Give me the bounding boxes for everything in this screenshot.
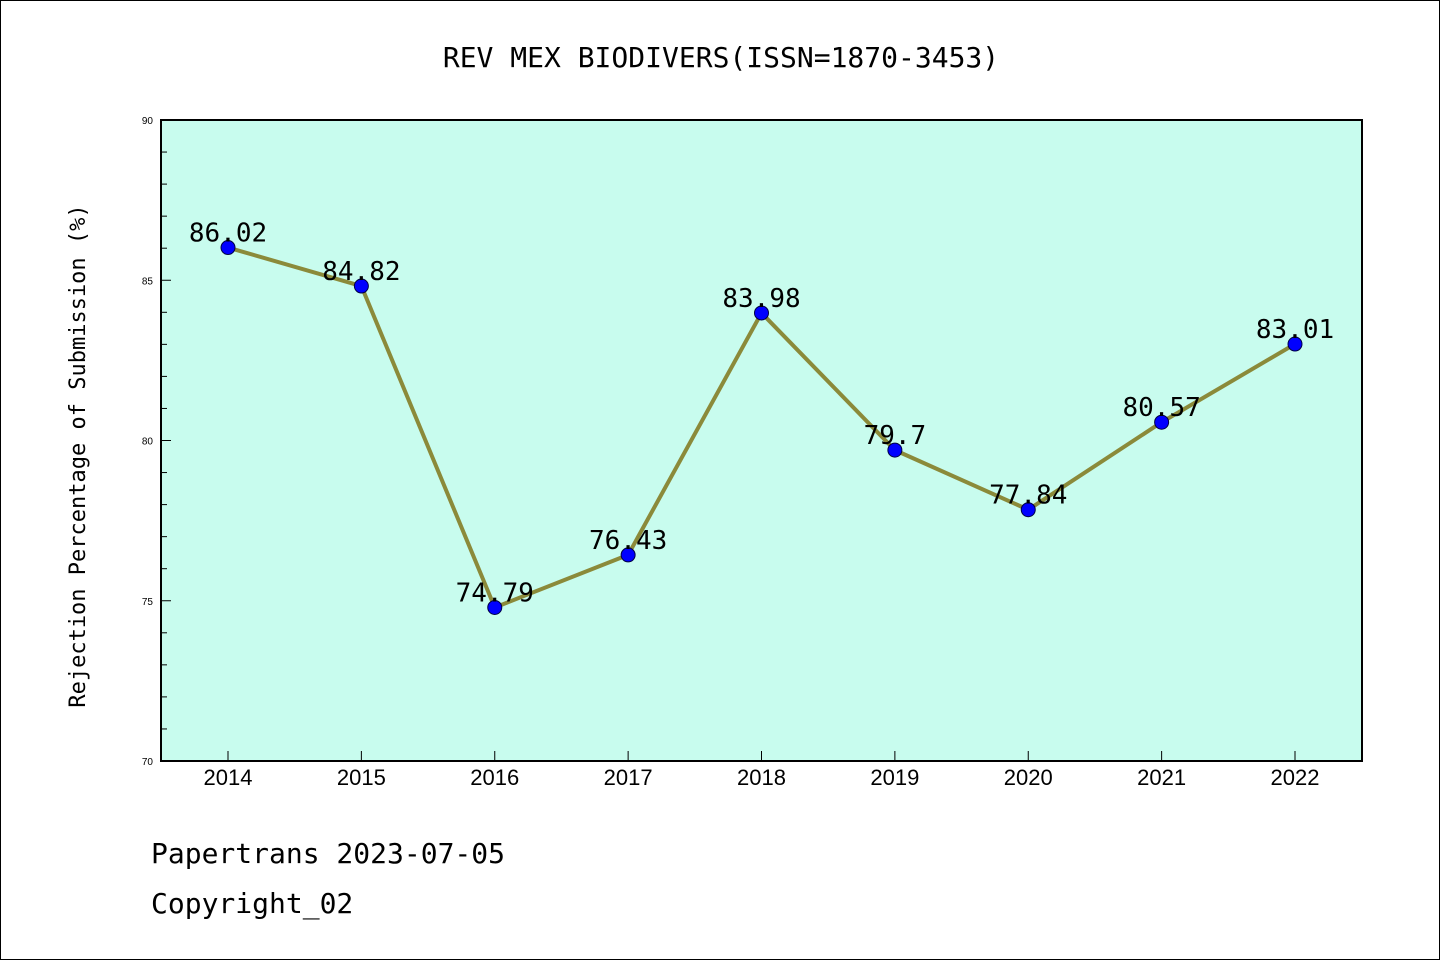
data-point (220, 240, 236, 256)
x-tick-label: 2014 (204, 765, 253, 790)
y-tick-label: 85 (142, 276, 154, 287)
data-label: 74.79 (456, 578, 534, 608)
data-point (887, 442, 903, 458)
x-tick-label: 2015 (337, 765, 386, 790)
y-tick-label: 80 (142, 437, 154, 448)
y-axis: 70 75 80 85 90 (142, 116, 171, 768)
data-point (754, 305, 769, 321)
y-axis-label: Rejection Percentage of Submission (%) (66, 204, 91, 707)
data-point (353, 278, 369, 294)
x-axis: 2014 2015 2016 2017 2018 2019 2020 2021 2022 (204, 751, 1320, 790)
x-tick-label: 2016 (470, 765, 519, 790)
footer-copyright-text: Copyright_02 (151, 887, 354, 920)
data-point (1020, 502, 1036, 518)
data-label: 77.84 (989, 481, 1067, 511)
data-points (220, 240, 1303, 615)
data-label: 79.7 (864, 421, 927, 451)
data-label: 83.98 (722, 284, 800, 314)
plot-area (160, 119, 1363, 762)
x-tick-label: 2022 (1271, 765, 1320, 790)
x-tick-label: 2019 (870, 765, 919, 790)
data-label: 86.02 (189, 219, 267, 249)
footer-date-text: Papertrans 2023-07-05 (151, 837, 506, 870)
data-point (620, 547, 636, 563)
data-label: 80.57 (1122, 393, 1200, 423)
x-tick-label: 2020 (1004, 765, 1053, 790)
x-tick-label: 2021 (1137, 765, 1186, 790)
y-tick-label: 90 (142, 116, 154, 127)
chart-title: REV MEX BIODIVERS(ISSN=1870-3453) (443, 41, 999, 74)
data-labels: 86.02 84.82 74.79 76.43 83.98 79.7 77.84 80.57 8… (189, 219, 1334, 609)
x-tick-label: 2017 (604, 765, 653, 790)
data-point (1154, 414, 1170, 430)
data-point (487, 599, 503, 615)
data-label: 83.01 (1256, 315, 1334, 345)
y-tick-label: 70 (142, 757, 154, 768)
data-point (1287, 336, 1303, 352)
x-tick-label: 2018 (737, 765, 786, 790)
data-label: 76.43 (589, 526, 667, 556)
data-label: 84.82 (322, 257, 400, 287)
y-tick-label: 75 (142, 597, 154, 608)
